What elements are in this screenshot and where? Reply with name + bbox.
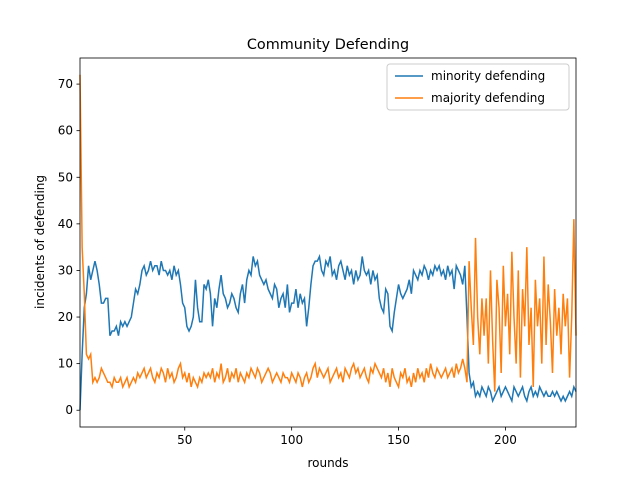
plot-frame (79, 57, 577, 428)
legend-box (386, 63, 570, 111)
y-tick-label: 10 (58, 357, 73, 371)
legend-label: minority defending (431, 69, 545, 83)
chart-title: Community Defending (247, 37, 409, 53)
y-tick-label: 0 (65, 403, 73, 417)
y-tick-label: 20 (58, 310, 73, 324)
y-tick-label: 30 (58, 263, 73, 277)
y-tick-label: 70 (58, 77, 73, 91)
series-line (79, 253, 577, 411)
y-tick-label: 50 (58, 170, 73, 184)
x-tick-label: 100 (280, 433, 303, 447)
y-axis-label: incidents of defending (33, 175, 47, 309)
legend-label: majority defending (431, 91, 545, 105)
x-tick-label: 50 (177, 433, 192, 447)
series-line (79, 74, 577, 392)
x-tick-label: 200 (494, 433, 517, 447)
x-axis-label: rounds (307, 456, 348, 470)
y-tick-label: 40 (58, 217, 73, 231)
y-tick-label: 60 (58, 124, 73, 138)
x-tick-label: 150 (387, 433, 410, 447)
